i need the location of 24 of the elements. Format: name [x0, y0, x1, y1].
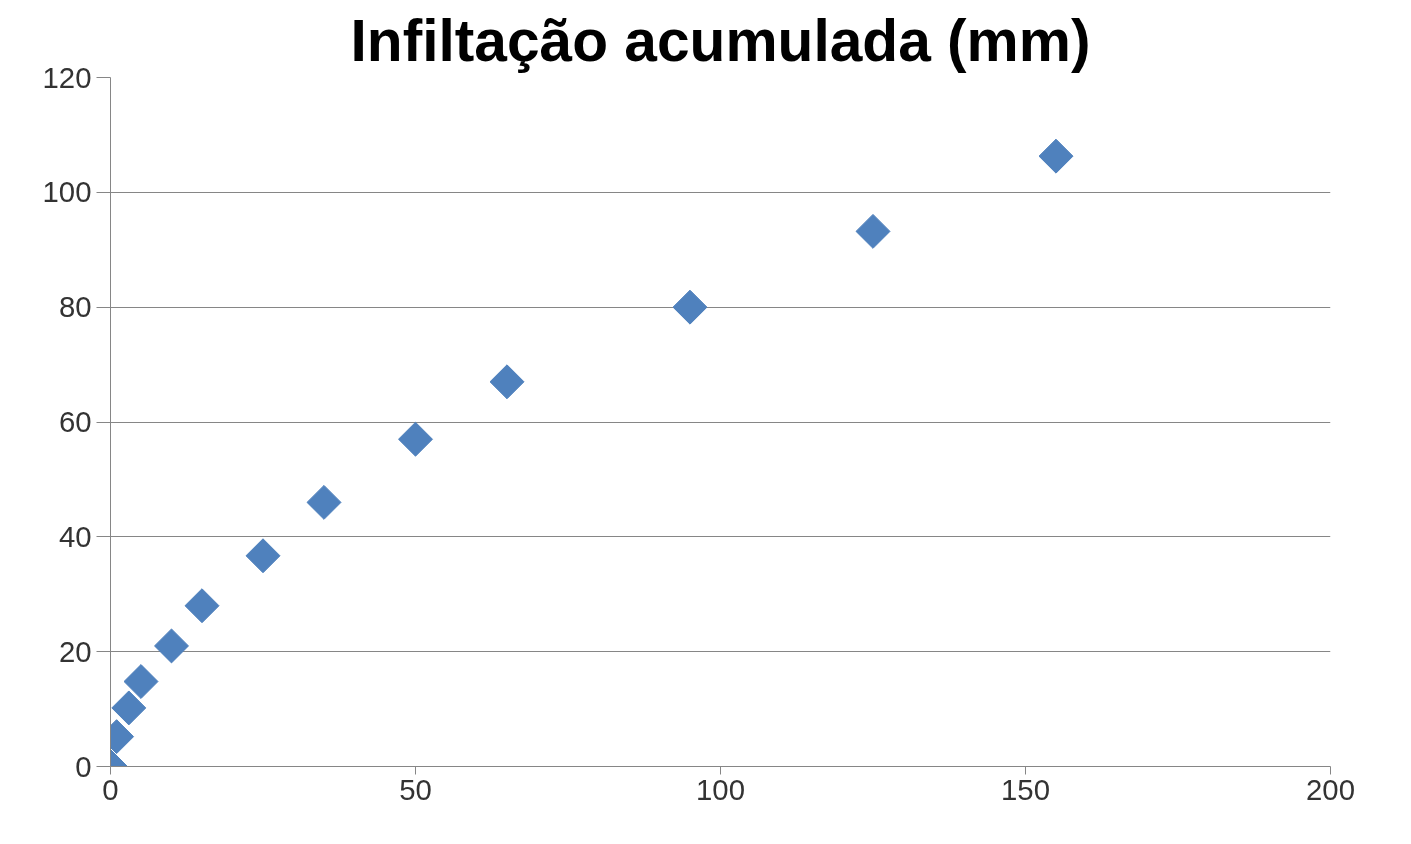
y-tick-label: 60	[58, 405, 92, 438]
chart-title: Infiltação acumulada (mm)	[350, 7, 1091, 73]
y-tick-label: 80	[58, 290, 92, 324]
x-tick-label: 150	[1001, 772, 1050, 806]
point	[111, 690, 147, 726]
point	[672, 289, 708, 325]
point	[398, 421, 433, 457]
x-tick-label: 50	[399, 772, 432, 806]
y-tick-label: 120	[42, 60, 92, 94]
y-tick-label: 0	[75, 749, 92, 783]
y-tick-label: 20	[58, 634, 92, 668]
x-tick-label: 200	[1306, 772, 1355, 806]
point	[306, 484, 342, 520]
point	[123, 664, 159, 699]
y-tick-label: 40	[58, 519, 92, 553]
y-tick-label: 100	[42, 175, 92, 209]
point	[1038, 138, 1074, 174]
point	[245, 538, 281, 574]
point	[184, 588, 220, 624]
x-tick-label: 0	[102, 772, 119, 806]
point	[489, 364, 525, 400]
x-tick-label: 100	[696, 772, 745, 806]
point	[855, 213, 891, 249]
point	[154, 628, 189, 664]
